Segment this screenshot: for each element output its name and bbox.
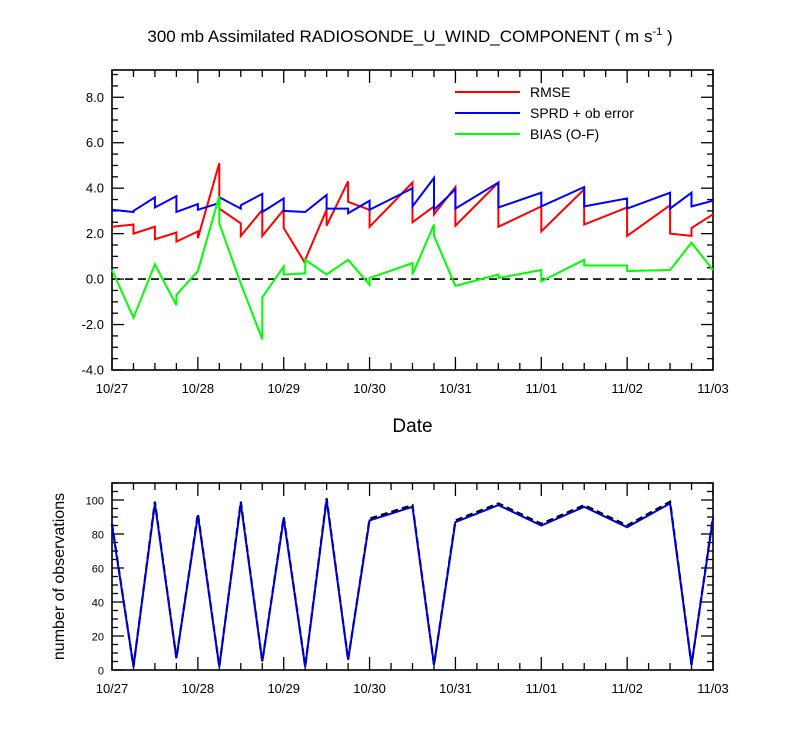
x-tick-label: 10/31	[439, 681, 472, 696]
x-tick-label: 10/27	[96, 681, 129, 696]
x-tick-label: 10/31	[439, 381, 472, 396]
x-tick-label: 10/30	[353, 681, 386, 696]
y-tick-label: 100	[86, 496, 104, 508]
x-tick-label: 10/29	[267, 681, 300, 696]
series-line	[111, 195, 714, 340]
legend-label: RMSE	[530, 84, 570, 100]
x-tick-label: 11/03	[697, 681, 729, 696]
x-tick-label: 10/27	[96, 381, 129, 396]
chart-title: 300 mb Assimilated RADIOSONDE_U_WIND_COM…	[147, 26, 672, 46]
series-line	[110, 498, 715, 667]
y-tick-label: -2.0	[82, 317, 104, 332]
x-tick-label: 11/02	[611, 681, 643, 696]
x-tick-label: 10/29	[267, 381, 300, 396]
x-axis-title: Date	[392, 416, 432, 437]
y-tick-label: 0.0	[86, 272, 104, 287]
y-axis-title: number of observations	[51, 493, 68, 660]
legend-label: SPRD + ob error	[530, 105, 634, 121]
y-tick-label: 6.0	[86, 135, 104, 150]
observations-chart: 10/27 10/28 10/29 10/30 10/31 11/01 11/02 11/03…	[51, 482, 729, 696]
series-line	[111, 499, 714, 667]
x-tick-label: 11/03	[697, 381, 729, 396]
y-tick-label: 2.0	[86, 226, 104, 241]
y-tick-label: 20	[92, 632, 104, 644]
y-tick-label: 4.0	[86, 181, 104, 196]
series-line	[111, 175, 714, 215]
x-tick-label: 10/28	[182, 381, 215, 396]
y-tick-label: -4.0	[82, 363, 104, 378]
y-tick-label: 60	[92, 564, 104, 576]
x-tick-label: 11/01	[525, 381, 557, 396]
x-tick-label: 10/30	[353, 381, 386, 396]
y-tick-label: 40	[92, 598, 104, 610]
y-tick-label: 8.0	[86, 90, 104, 105]
series-line	[111, 162, 714, 267]
y-tick-label: 0	[98, 666, 104, 678]
x-tick-label: 11/01	[525, 681, 557, 696]
y-tick-label: 80	[92, 530, 104, 542]
main-chart: 10/27 10/28 10/29 10/30 10/31 11/01 11/02 11/03…	[82, 69, 729, 437]
legend-label: BIAS (O-F)	[530, 126, 599, 142]
x-tick-label: 10/28	[182, 681, 215, 696]
x-tick-label: 11/02	[611, 381, 643, 396]
